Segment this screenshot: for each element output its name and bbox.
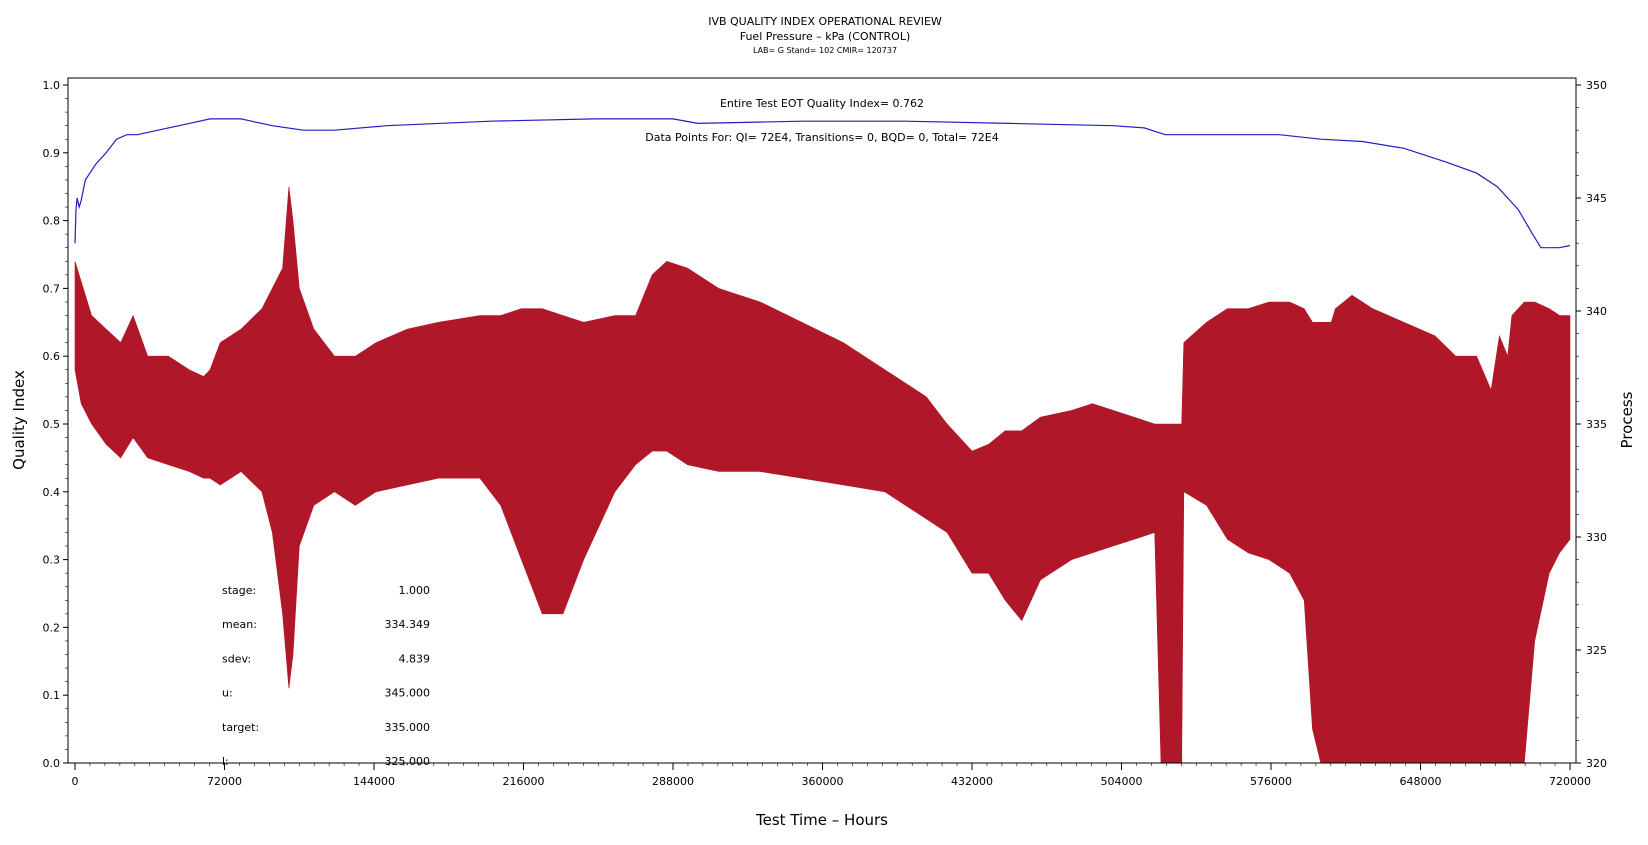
y2-tick-label: 335 xyxy=(1586,418,1607,431)
y2-tick-label: 350 xyxy=(1586,79,1607,92)
stats-label: stage: xyxy=(222,584,256,597)
x-axis-label: Test Time – Hours xyxy=(755,811,888,829)
y2-tick-label: 340 xyxy=(1586,305,1607,318)
y-tick-label: 0.1 xyxy=(43,689,61,702)
y-tick-label: 0.9 xyxy=(43,147,61,160)
y2-tick-label: 320 xyxy=(1586,757,1607,770)
x-tick-label: 144000 xyxy=(353,775,395,788)
stats-label: l: xyxy=(222,755,229,768)
stats-value: 345.000 xyxy=(385,687,431,700)
y2-tick-label: 345 xyxy=(1586,192,1607,205)
stats-label: u: xyxy=(222,687,233,700)
y-tick-label: 0.0 xyxy=(43,757,61,770)
stats-label: mean: xyxy=(222,618,257,631)
stats-value: 1.000 xyxy=(399,584,431,597)
y-tick-label: 0.8 xyxy=(43,215,61,228)
y-tick-label: 0.7 xyxy=(43,282,61,295)
stats-label: sdev: xyxy=(222,652,251,665)
chart-subtitle-2: LAB= G Stand= 102 CMIR= 120737 xyxy=(753,46,897,55)
x-tick-label: 432000 xyxy=(951,775,993,788)
chart-subtitle: Fuel Pressure – kPa (CONTROL) xyxy=(740,30,911,43)
x-tick-label: 216000 xyxy=(503,775,545,788)
y-tick-label: 0.3 xyxy=(43,554,61,567)
x-tick-label: 504000 xyxy=(1101,775,1143,788)
annotation-data-points: Data Points For: QI= 72E4, Transitions= … xyxy=(645,131,998,144)
y-tick-label: 0.4 xyxy=(43,486,61,499)
x-tick-label: 360000 xyxy=(802,775,844,788)
x-tick-label: 0 xyxy=(72,775,79,788)
x-tick-label: 72000 xyxy=(207,775,242,788)
y2-tick-label: 325 xyxy=(1586,644,1607,657)
y-tick-label: 1.0 xyxy=(43,79,61,92)
process-series xyxy=(74,118,1571,249)
stats-label: target: xyxy=(222,721,259,734)
annotation-quality-index: Entire Test EOT Quality Index= 0.762 xyxy=(720,97,924,110)
stats-box: stage: 1.000 mean: 334.349 sdev: 4.839 u: 345.0… xyxy=(222,584,430,768)
y-axis-label: Quality Index xyxy=(10,370,28,470)
y2-tick-label: 330 xyxy=(1586,531,1607,544)
y-tick-label: 0.6 xyxy=(43,350,61,363)
y-tick-label: 0.2 xyxy=(43,621,61,634)
y-tick-label: 0.5 xyxy=(43,418,61,431)
stats-value: 325.000 xyxy=(385,755,431,768)
x-tick-label: 648000 xyxy=(1400,775,1442,788)
stats-value: 334.349 xyxy=(385,618,431,631)
y2-axis-label: Process xyxy=(1618,391,1636,448)
chart-title: IVB QUALITY INDEX OPERATIONAL REVIEW xyxy=(708,15,942,28)
quality-index-series xyxy=(74,186,1571,764)
stats-value: 4.839 xyxy=(399,652,431,665)
stats-value: 335.000 xyxy=(385,721,431,734)
x-tick-label: 720000 xyxy=(1549,775,1591,788)
x-tick-label: 576000 xyxy=(1250,775,1292,788)
x-tick-label: 288000 xyxy=(652,775,694,788)
